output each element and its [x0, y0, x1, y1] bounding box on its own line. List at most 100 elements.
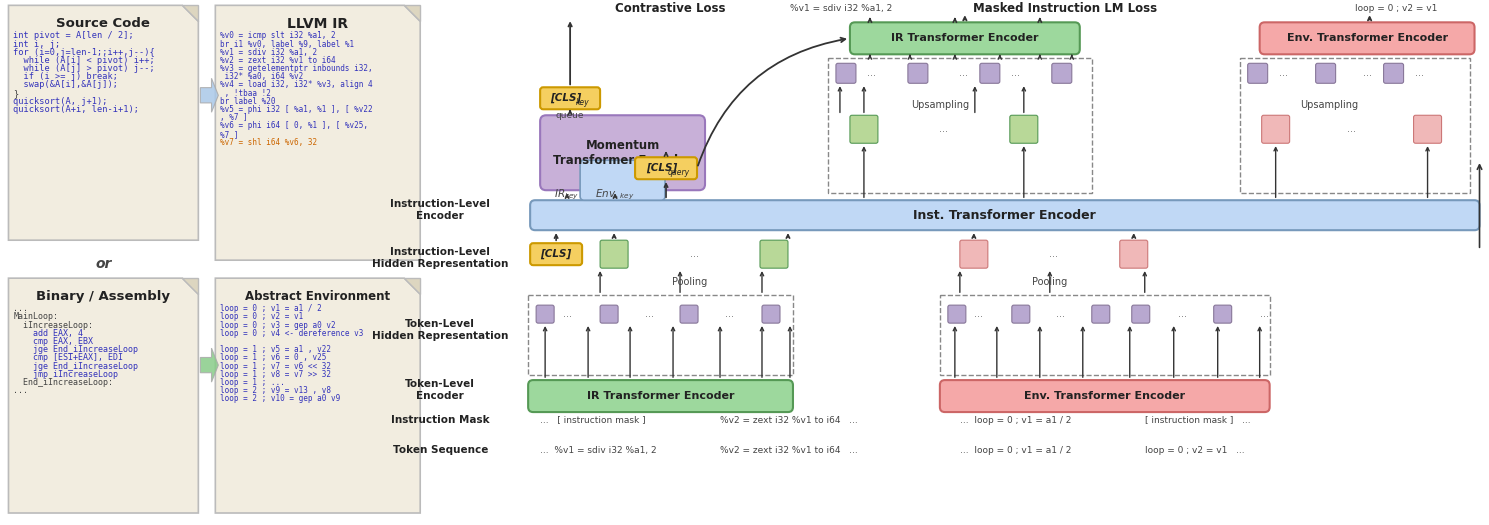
- Text: ...: ...: [13, 386, 28, 395]
- FancyBboxPatch shape: [636, 158, 697, 179]
- Text: ...: ...: [940, 124, 948, 134]
- Text: Pooling: Pooling: [673, 277, 707, 287]
- FancyBboxPatch shape: [1260, 23, 1474, 54]
- Text: jge End_iIncreaseLoop: jge End_iIncreaseLoop: [13, 362, 138, 371]
- Text: Source Code: Source Code: [57, 17, 150, 30]
- Text: MainLoop:: MainLoop:: [13, 312, 58, 321]
- Text: Contrastive Loss: Contrastive Loss: [615, 2, 725, 15]
- Text: Env. Transformer Encoder: Env. Transformer Encoder: [1024, 391, 1185, 401]
- Text: %v7 = shl i64 %v6, 32: %v7 = shl i64 %v6, 32: [220, 138, 317, 147]
- Text: loop = 2 ; v10 = gep a0 v9: loop = 2 ; v10 = gep a0 v9: [220, 394, 341, 403]
- FancyBboxPatch shape: [940, 380, 1270, 412]
- Text: Instruction-Level
Encoder: Instruction-Level Encoder: [390, 200, 490, 221]
- FancyBboxPatch shape: [1091, 305, 1109, 323]
- FancyBboxPatch shape: [759, 240, 788, 268]
- Text: loop = 0 ; v2 = v1   ...: loop = 0 ; v2 = v1 ...: [1145, 446, 1245, 455]
- Text: loop = 0 ; v1 = a1 / 2: loop = 0 ; v1 = a1 / 2: [220, 304, 322, 313]
- Text: if (i >= j) break;: if (i >= j) break;: [13, 72, 119, 81]
- Text: ...: ...: [689, 249, 698, 259]
- Text: [CLS]: [CLS]: [646, 163, 677, 173]
- FancyBboxPatch shape: [1248, 64, 1267, 83]
- Text: %v3 = getelementptr inbounds i32,: %v3 = getelementptr inbounds i32,: [220, 64, 372, 73]
- FancyBboxPatch shape: [835, 64, 856, 83]
- Text: loop = 0 ; v3 = gep a0 v2: loop = 0 ; v3 = gep a0 v2: [220, 321, 337, 330]
- Text: Env. Transformer Encoder: Env. Transformer Encoder: [1286, 33, 1447, 44]
- Text: ...: ...: [959, 68, 968, 78]
- Text: ...: ...: [1279, 68, 1288, 78]
- Text: cmp [ESI+EAX], EDI: cmp [ESI+EAX], EDI: [13, 353, 124, 362]
- FancyBboxPatch shape: [530, 243, 582, 265]
- FancyBboxPatch shape: [530, 200, 1480, 230]
- FancyBboxPatch shape: [762, 305, 780, 323]
- Text: ...: ...: [1415, 68, 1423, 78]
- Polygon shape: [404, 278, 420, 294]
- Text: while (A[i] < pivot) i++;: while (A[i] < pivot) i++;: [13, 56, 155, 65]
- Text: br label %20: br label %20: [220, 97, 275, 106]
- Text: swap(&A[i],&A[j]);: swap(&A[i],&A[j]);: [13, 80, 119, 89]
- Text: int i, j;: int i, j;: [13, 39, 61, 48]
- Text: loop = 0 ; v2 = v1: loop = 0 ; v2 = v1: [1355, 4, 1437, 13]
- Text: ...: ...: [1260, 309, 1269, 319]
- Bar: [828, 58, 1091, 193]
- Text: IR Transformer Encoder: IR Transformer Encoder: [587, 391, 734, 401]
- Text: Binary / Assembly: Binary / Assembly: [36, 290, 170, 303]
- Text: ...  %v1 = sdiv i32 %a1, 2: ... %v1 = sdiv i32 %a1, 2: [541, 446, 657, 455]
- FancyBboxPatch shape: [600, 240, 628, 268]
- Text: ...: ...: [13, 304, 28, 313]
- Text: %v2 = zext i32 %v1 to i64: %v2 = zext i32 %v1 to i64: [220, 56, 337, 65]
- Text: ...  loop = 0 ; v1 = a1 / 2: ... loop = 0 ; v1 = a1 / 2: [960, 416, 1071, 425]
- FancyBboxPatch shape: [908, 64, 928, 83]
- Text: Token-Level
Encoder: Token-Level Encoder: [405, 379, 475, 401]
- FancyBboxPatch shape: [529, 380, 794, 412]
- Text: loop = 1 ; v7 = v6 << 32: loop = 1 ; v7 = v6 << 32: [220, 362, 332, 371]
- Text: for (i=0,j=len-1;;i++,j--){: for (i=0,j=len-1;;i++,j--){: [13, 48, 155, 57]
- Text: ...: ...: [1056, 309, 1065, 319]
- Text: ...: ...: [645, 309, 654, 319]
- Text: %7 ]: %7 ]: [220, 130, 238, 139]
- Text: loop = 0 ; v4 <- dereference v3: loop = 0 ; v4 <- dereference v3: [220, 329, 363, 338]
- Text: LLVM IR: LLVM IR: [287, 17, 348, 31]
- Text: jmp iIncreaseLoop: jmp iIncreaseLoop: [13, 370, 119, 379]
- Text: ...: ...: [1011, 68, 1020, 78]
- Text: ...: ...: [1178, 309, 1187, 319]
- FancyBboxPatch shape: [1214, 305, 1231, 323]
- Text: %v2 = zext i32 %v1 to i64   ...: %v2 = zext i32 %v1 to i64 ...: [721, 446, 858, 455]
- FancyBboxPatch shape: [536, 305, 554, 323]
- Text: iIncreaseLoop:: iIncreaseLoop:: [13, 321, 94, 330]
- Text: br i1 %v0, label %9, label %1: br i1 %v0, label %9, label %1: [220, 39, 354, 48]
- Polygon shape: [404, 5, 420, 22]
- FancyBboxPatch shape: [1010, 116, 1038, 143]
- Text: %v5 = phi i32 [ %a1, %1 ], [ %v22: %v5 = phi i32 [ %a1, %1 ], [ %v22: [220, 105, 372, 114]
- Text: ...   [ instruction mask ]: ... [ instruction mask ]: [541, 416, 646, 425]
- Text: loop = 2 ; v9 = v13 , v8: loop = 2 ; v9 = v13 , v8: [220, 386, 332, 395]
- Text: $IR_{key}$: $IR_{key}$: [554, 188, 579, 203]
- Text: [CLS]: [CLS]: [551, 93, 582, 103]
- Text: query: query: [669, 167, 689, 177]
- Text: }: }: [13, 89, 19, 98]
- Text: ...: ...: [725, 309, 734, 319]
- Text: %v1 = sdiv i32 %a1, 2: %v1 = sdiv i32 %a1, 2: [791, 4, 892, 13]
- FancyBboxPatch shape: [980, 64, 999, 83]
- Text: [CLS]: [CLS]: [541, 249, 572, 259]
- FancyBboxPatch shape: [1051, 64, 1072, 83]
- Text: while (A[j] > pivot) j--;: while (A[j] > pivot) j--;: [13, 64, 155, 73]
- FancyBboxPatch shape: [1132, 305, 1150, 323]
- Text: ...: ...: [563, 309, 572, 319]
- Text: End_iIncreaseLoop:: End_iIncreaseLoop:: [13, 378, 113, 387]
- Text: add EAX, 4: add EAX, 4: [13, 329, 83, 338]
- Text: i32* %a0, i64 %v2: i32* %a0, i64 %v2: [220, 72, 304, 81]
- FancyBboxPatch shape: [850, 23, 1080, 54]
- Text: Momentum
Transformer Encoder: Momentum Transformer Encoder: [552, 139, 692, 167]
- Text: %v4 = load i32, i32* %v3, align 4: %v4 = load i32, i32* %v3, align 4: [220, 80, 372, 89]
- Text: Instruction Mask: Instruction Mask: [392, 415, 490, 425]
- Bar: [529, 295, 794, 375]
- Text: loop = 1 ; v5 = a1 , v22: loop = 1 ; v5 = a1 , v22: [220, 345, 332, 354]
- Text: $Env._{key}$: $Env._{key}$: [596, 188, 634, 203]
- FancyBboxPatch shape: [1383, 64, 1404, 83]
- Text: Masked Instruction LM Loss: Masked Instruction LM Loss: [972, 2, 1157, 15]
- Text: quicksort(A, j+1);: quicksort(A, j+1);: [13, 97, 109, 106]
- Text: quicksort(A+i, len-i+1);: quicksort(A+i, len-i+1);: [13, 105, 140, 114]
- Text: cmp EAX, EBX: cmp EAX, EBX: [13, 337, 94, 346]
- Text: ...: ...: [974, 309, 983, 319]
- Text: ...: ...: [868, 68, 877, 78]
